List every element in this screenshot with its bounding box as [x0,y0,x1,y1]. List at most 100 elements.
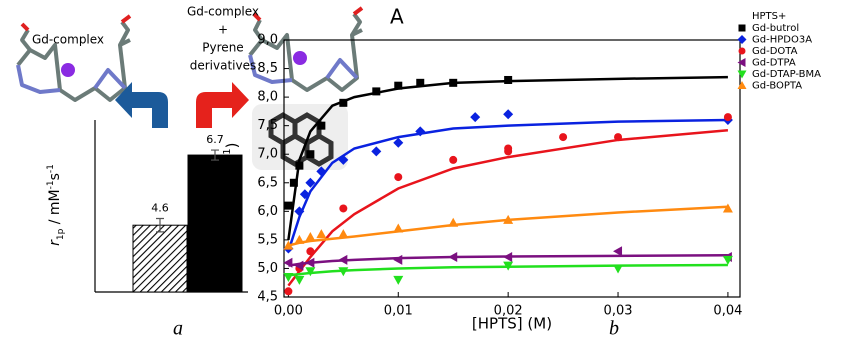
annotation: + [218,23,228,37]
arrow-red [196,82,249,128]
marker [613,246,623,257]
marker [722,203,733,213]
marker [394,173,403,182]
y-tick-label: 6,0 [257,204,278,219]
marker [613,264,624,274]
marker [338,254,348,265]
marker [338,267,349,277]
y-tick-label: 6,5 [257,175,278,190]
marker [339,204,348,213]
legend-marker [737,70,747,79]
marker [449,155,458,164]
pyrene [252,104,348,170]
marker [503,252,513,263]
legend-label: Gd-DOTA [752,46,798,57]
marker [722,255,733,265]
marker [449,78,458,87]
marker [470,112,481,123]
marker [283,257,293,268]
marker [283,240,294,250]
marker [284,201,293,210]
marker [393,275,404,285]
value-label: 4.6 [151,202,169,215]
marker [614,133,623,142]
molecule-left [16,14,132,102]
y-label-part: -1 [46,180,56,189]
molecule-right [248,6,364,92]
y-tick-label: 9,0 [257,33,278,48]
y-tick-label: 7,5 [257,118,278,133]
annotation: Pyrene [202,41,243,55]
marker [503,214,514,224]
marker [306,150,315,159]
legend-marker [737,81,747,89]
marker [305,177,316,188]
x-tick-label: 0,03 [604,304,633,319]
marker [289,178,298,187]
legend-label: Gd-DTPA [752,58,796,69]
caption: a [173,318,183,340]
legend-label: Gd-BOPTA [752,81,802,92]
x-axis-label: [HPTS] (M) [472,315,552,333]
y-label-part: s [47,173,63,180]
legend-marker [738,24,746,32]
marker [448,217,459,227]
legend-label: Gd-butrol [752,23,799,34]
marker [503,109,514,120]
x-tick-label: 0,00 [274,304,303,319]
marker [294,260,304,271]
marker [372,87,381,96]
legend-marker [738,47,746,55]
marker [393,223,404,233]
y-label-part: ) [223,142,241,148]
y-tick-label: 8,0 [257,90,278,105]
marker [299,189,310,200]
fit-line [287,118,728,252]
bar [132,224,188,293]
marker [415,126,426,137]
marker [371,146,382,157]
marker [504,75,513,84]
fit-line [288,263,728,277]
arrow-blue [115,82,168,128]
x-tick-label: 0,04 [713,304,742,319]
marker [338,154,349,165]
legend-label: Gd-DTAP-BMA [752,69,821,80]
marker [294,206,305,217]
marker [283,273,294,283]
marker [416,78,425,87]
marker [305,232,316,242]
panel-label: A [390,5,404,29]
marker [284,287,293,296]
marker [394,81,403,90]
error-bar [156,217,164,233]
marker [317,121,326,130]
legend-marker [737,35,747,44]
marker [339,98,348,107]
marker [338,229,349,239]
annotation: derivatives [190,59,257,73]
fit-line [288,254,728,267]
x-tick-label: 0,02 [494,304,523,319]
legend-title: HPTS+ [752,11,786,22]
y-tick-label: 7,0 [257,147,278,162]
marker [393,254,403,265]
error-bar [211,149,219,161]
y-tick-label: 5,0 [257,261,278,276]
y-tick-label: 4,5 [257,290,278,305]
plot-frame [283,39,741,298]
caption: b [609,318,619,340]
bar [187,154,243,293]
value-label: 6.7 [206,133,224,146]
y-label-part: 1p [56,228,66,240]
x-tick-label: 0,01 [384,304,413,319]
marker [504,144,513,153]
marker [306,247,315,256]
fit-line [288,205,728,247]
marker [294,234,305,244]
y-tick-label: 5,5 [257,232,278,247]
legend-label: Gd-HPDO3A [752,35,812,46]
marker [448,252,458,263]
marker [316,229,327,239]
legend-marker [737,58,746,67]
